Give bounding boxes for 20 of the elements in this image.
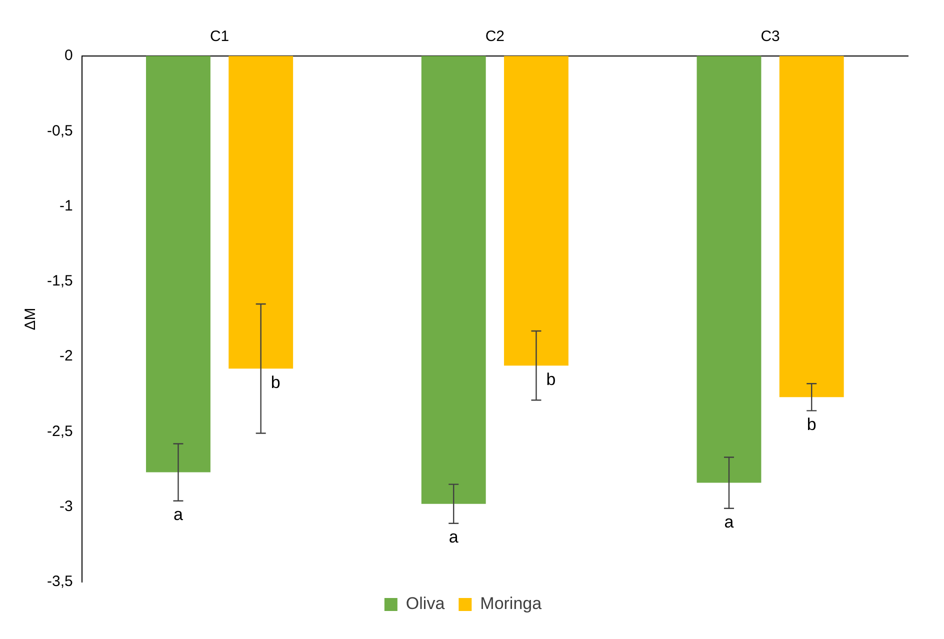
data-label: a [724, 512, 734, 532]
y-tick-label: -2,5 [46, 422, 73, 440]
data-label: b [806, 414, 816, 434]
x-tick-label: C1 [210, 28, 230, 46]
x-tick-label: C2 [485, 28, 505, 46]
y-tick-label: -2 [60, 348, 73, 365]
legend-label: Moringa [480, 594, 542, 614]
data-label: b [270, 372, 280, 392]
y-tick-label: -0,5 [46, 122, 73, 140]
y-tick-label: -1 [60, 197, 73, 214]
y-tick-label: -3,5 [46, 573, 73, 590]
legend-label: Oliva [406, 594, 446, 614]
y-axis-title: ΔM [22, 308, 40, 330]
data-label: a [448, 528, 459, 547]
data-label: a [173, 505, 184, 524]
y-tick-label: -3 [60, 498, 73, 515]
y-tick-label: 0 [64, 47, 73, 64]
y-tick-label: -1,5 [46, 272, 73, 290]
data-label: b [546, 370, 556, 389]
x-tick-label: C3 [760, 28, 780, 46]
